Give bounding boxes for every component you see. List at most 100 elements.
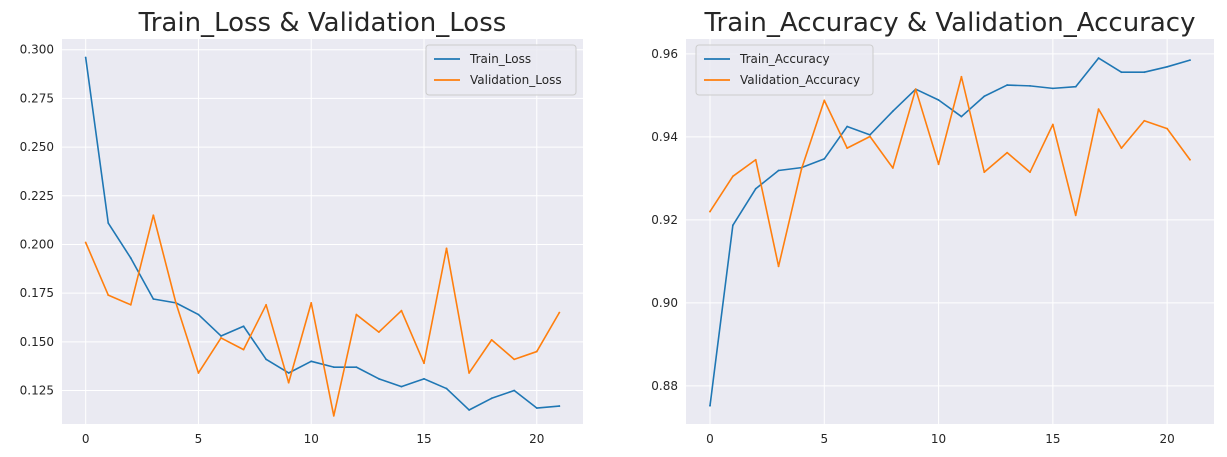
acc-series-0-point bbox=[1166, 65, 1169, 68]
acc-x-tick-label: 20 bbox=[1160, 432, 1175, 446]
loss-series-1-point bbox=[400, 309, 403, 312]
acc-series-0-point bbox=[846, 125, 849, 128]
loss-x-tick-label: 20 bbox=[529, 432, 544, 446]
acc-series-0-point bbox=[1120, 71, 1123, 74]
loss-legend-label: Train_Loss bbox=[469, 52, 531, 66]
loss-y-tick-label: 0.300 bbox=[20, 43, 54, 57]
acc-series-1-point bbox=[1006, 151, 1009, 154]
acc-chart-title: Train_Accuracy & Validation_Accuracy bbox=[704, 8, 1196, 38]
loss-series-0-point bbox=[490, 397, 493, 400]
loss-legend-label: Validation_Loss bbox=[470, 73, 562, 87]
loss-series-0-point bbox=[558, 405, 561, 407]
acc-series-0-point bbox=[937, 99, 940, 101]
acc-plot-area bbox=[686, 39, 1214, 424]
acc-series-0-point bbox=[1143, 71, 1146, 74]
acc-series-1-point bbox=[823, 99, 826, 102]
loss-series-1-point bbox=[220, 337, 222, 339]
acc-series-1-point bbox=[709, 210, 711, 213]
acc-series-0-point bbox=[960, 115, 963, 118]
loss-series-1-point bbox=[174, 301, 177, 304]
acc-x-tick-label: 15 bbox=[1045, 432, 1060, 446]
loss-chart-title: Train_Loss & Validation_Loss bbox=[138, 8, 507, 38]
loss-series-1-point bbox=[468, 372, 471, 374]
acc-series-1-point bbox=[846, 147, 849, 150]
acc-series-0-point bbox=[754, 187, 757, 190]
acc-series-1-point bbox=[754, 158, 757, 161]
acc-x-tick-label: 10 bbox=[931, 432, 946, 446]
loss-y-tick-label: 0.225 bbox=[20, 189, 54, 203]
loss-chart: 0 5 10 15 20 0.125 0.150 0.175 0.200 0.225 0.250 0.… bbox=[20, 8, 583, 446]
acc-series-1-point bbox=[960, 75, 963, 78]
loss-series-0-point bbox=[513, 389, 516, 392]
loss-series-1-point bbox=[535, 350, 538, 353]
acc-series-1-point bbox=[1029, 171, 1031, 174]
loss-series-0-point bbox=[152, 298, 155, 300]
acc-series-1-point bbox=[800, 168, 803, 171]
loss-series-1-point bbox=[355, 313, 358, 316]
loss-x-tick-label: 5 bbox=[195, 432, 203, 446]
loss-series-0-point bbox=[220, 335, 222, 337]
loss-series-0-point bbox=[377, 377, 380, 380]
loss-series-0-point bbox=[242, 325, 245, 328]
acc-series-1-point bbox=[983, 171, 986, 174]
loss-series-1-point bbox=[265, 303, 268, 306]
loss-legend-box bbox=[425, 44, 577, 96]
loss-series-1-point bbox=[107, 294, 110, 296]
loss-series-0-point bbox=[468, 409, 471, 411]
acc-series-0-point bbox=[1189, 59, 1191, 62]
loss-series-line-0 bbox=[84, 56, 561, 411]
acc-series-1-point bbox=[1097, 108, 1100, 111]
acc-series-1-point bbox=[1074, 214, 1077, 217]
loss-series-1-point bbox=[84, 241, 87, 244]
loss-x-tick-label: 0 bbox=[82, 432, 90, 446]
loss-y-tick-label: 0.125 bbox=[20, 384, 54, 398]
loss-y-tick-label: 0.150 bbox=[20, 335, 54, 349]
acc-series-1-point bbox=[1051, 123, 1054, 126]
acc-series-1-point bbox=[1143, 119, 1146, 122]
loss-series-0-point bbox=[107, 222, 110, 224]
loss-series-1-point bbox=[377, 331, 380, 333]
accuracy-chart: 0 5 10 15 20 0.88 0.90 0.92 0.94 0.96 Train_Accura… bbox=[651, 8, 1214, 446]
acc-series-0-point bbox=[731, 224, 734, 227]
acc-legend-label: Validation_Accuracy bbox=[740, 73, 860, 87]
acc-series-1-point bbox=[1189, 158, 1191, 161]
loss-series-1-point bbox=[287, 381, 290, 384]
acc-series-0-point bbox=[1029, 84, 1031, 87]
loss-x-tick-label: 10 bbox=[304, 432, 319, 446]
loss-series-1-point bbox=[242, 348, 245, 351]
loss-series-0-point bbox=[355, 366, 358, 369]
acc-legend: Train_Accuracy Validation_Accuracy bbox=[695, 44, 874, 96]
acc-series-0-point bbox=[869, 133, 871, 136]
loss-series-0-point bbox=[129, 257, 132, 259]
acc-x-tick-label: 0 bbox=[706, 432, 714, 446]
loss-series-0-point bbox=[332, 366, 335, 369]
loss-x-tick-label: 15 bbox=[416, 432, 431, 446]
loss-series-0-point bbox=[84, 56, 87, 59]
loss-series-1-point bbox=[513, 358, 516, 361]
loss-series-0-point bbox=[423, 377, 425, 380]
loss-legend: Train_Loss Validation_Loss bbox=[425, 44, 577, 96]
acc-series-0-point bbox=[823, 157, 826, 160]
acc-series-1-point bbox=[731, 175, 734, 178]
acc-series-1-point bbox=[869, 135, 871, 138]
loss-series-1-point bbox=[197, 372, 200, 374]
acc-series-0-point bbox=[709, 404, 711, 407]
loss-plot-area bbox=[62, 39, 583, 424]
loss-series-0-point bbox=[310, 360, 313, 363]
acc-legend-box bbox=[695, 44, 874, 96]
acc-series-1-point bbox=[777, 265, 780, 268]
loss-series-1-point bbox=[129, 303, 132, 306]
loss-y-tick-label: 0.275 bbox=[20, 91, 54, 105]
acc-y-tick-label: 0.90 bbox=[651, 296, 678, 310]
acc-series-line-1 bbox=[709, 75, 1191, 268]
loss-series-1-point bbox=[310, 301, 313, 304]
loss-y-tick-label: 0.250 bbox=[20, 140, 54, 154]
acc-series-0-point bbox=[891, 110, 894, 113]
acc-series-1-point bbox=[937, 163, 940, 166]
acc-series-1-point bbox=[914, 88, 917, 91]
acc-series-0-point bbox=[1006, 84, 1009, 86]
acc-series-0-point bbox=[983, 95, 986, 98]
loss-series-0-point bbox=[400, 385, 403, 388]
acc-y-tick-label: 0.88 bbox=[651, 379, 678, 393]
